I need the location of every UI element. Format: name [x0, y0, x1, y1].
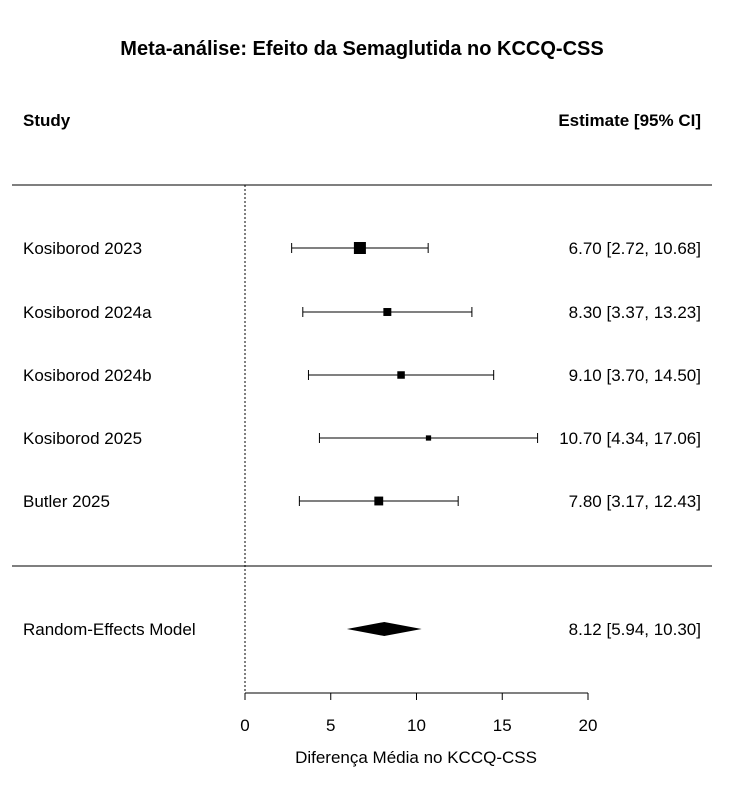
study-row: Kosiborod 2023 6.70 [2.72, 10.68] [23, 239, 701, 258]
study-row: Kosiborod 2024a 8.30 [3.37, 13.23] [23, 303, 701, 322]
point-estimate [374, 496, 384, 506]
estimate-text: 10.70 [4.34, 17.06] [559, 429, 701, 448]
point-estimate [353, 242, 366, 254]
study-header: Study [23, 111, 71, 130]
estimate-text: 9.10 [3.70, 14.50] [569, 366, 701, 385]
study-label: Kosiborod 2024a [23, 303, 152, 322]
study-label: Kosiborod 2023 [23, 239, 142, 258]
summary-row: Random-Effects Model 8.12 [5.94, 10.30] [23, 620, 701, 639]
study-row: Kosiborod 2024b 9.10 [3.70, 14.50] [23, 366, 701, 385]
x-axis: 0 5 10 15 20 [240, 692, 598, 735]
study-label: Kosiborod 2024b [23, 366, 152, 385]
summary-label: Random-Effects Model [23, 620, 196, 639]
point-estimate [383, 308, 392, 316]
x-axis-label: Diferença Média no KCCQ-CSS [295, 748, 537, 767]
summary-diamond [346, 622, 422, 636]
chart-title: Meta-análise: Efeito da Semaglutida no K… [120, 38, 603, 60]
point-estimate [425, 435, 432, 441]
study-label: Butler 2025 [23, 492, 110, 511]
x-tick-label: 20 [579, 716, 598, 735]
study-label: Kosiborod 2025 [23, 429, 142, 448]
x-tick-label: 10 [407, 716, 426, 735]
x-tick-label: 5 [326, 716, 335, 735]
x-tick-label: 0 [240, 716, 249, 735]
study-row: Butler 2025 7.80 [3.17, 12.43] [23, 492, 701, 511]
x-tick-label: 15 [493, 716, 512, 735]
estimate-text: 7.80 [3.17, 12.43] [569, 492, 701, 511]
study-row: Kosiborod 2025 10.70 [4.34, 17.06] [23, 429, 701, 448]
estimate-text: 6.70 [2.72, 10.68] [569, 239, 701, 258]
summary-estimate-text: 8.12 [5.94, 10.30] [569, 620, 701, 639]
estimate-text: 8.30 [3.37, 13.23] [569, 303, 701, 322]
estimate-header: Estimate [95% CI] [558, 111, 701, 130]
point-estimate [397, 371, 405, 379]
